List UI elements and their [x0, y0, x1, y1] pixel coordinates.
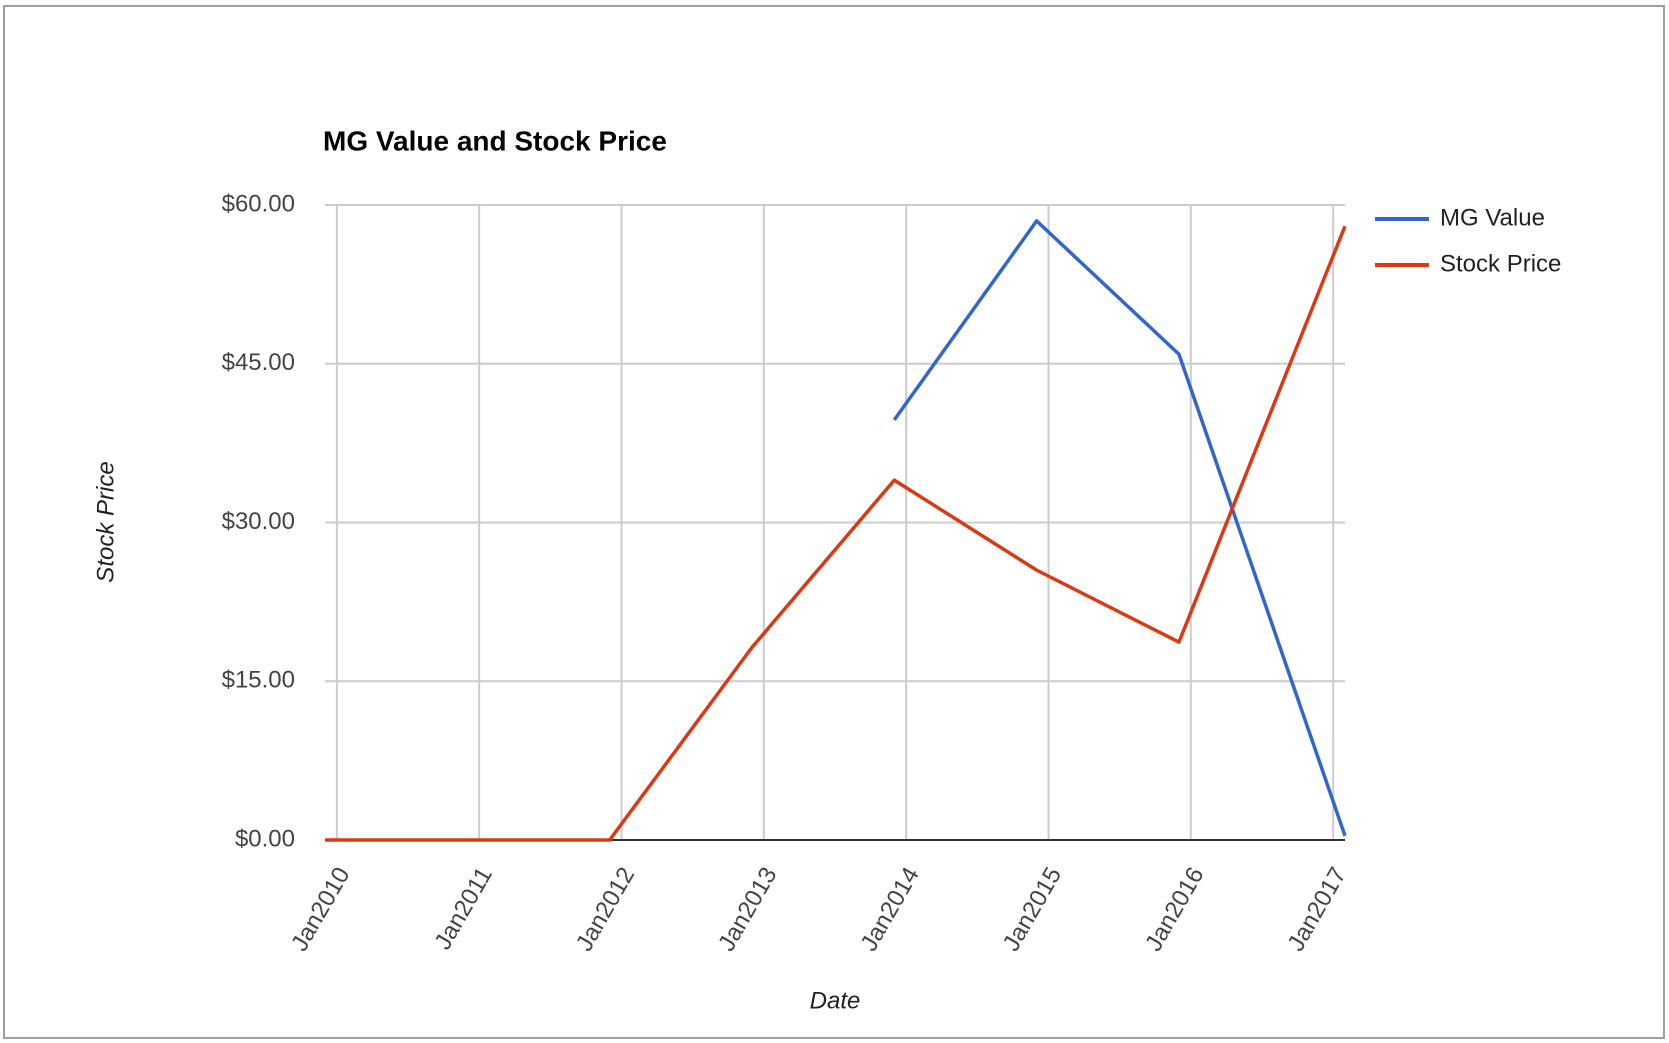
series-line	[892, 219, 1347, 837]
legend-label: Stock Price	[1440, 250, 1561, 277]
y-tick-label: $0.00	[235, 825, 295, 852]
y-tick-label: $30.00	[222, 508, 295, 535]
x-axis-label: Date	[810, 987, 861, 1014]
y-axis-label: Stock Price	[92, 461, 119, 582]
chart-title: MG Value and Stock Price	[323, 125, 667, 156]
legend-label: MG Value	[1440, 204, 1545, 231]
y-tick-label: $15.00	[222, 667, 295, 694]
y-tick-label: $60.00	[222, 190, 295, 217]
series-line	[325, 225, 1347, 842]
y-tick-label: $45.00	[222, 349, 295, 376]
